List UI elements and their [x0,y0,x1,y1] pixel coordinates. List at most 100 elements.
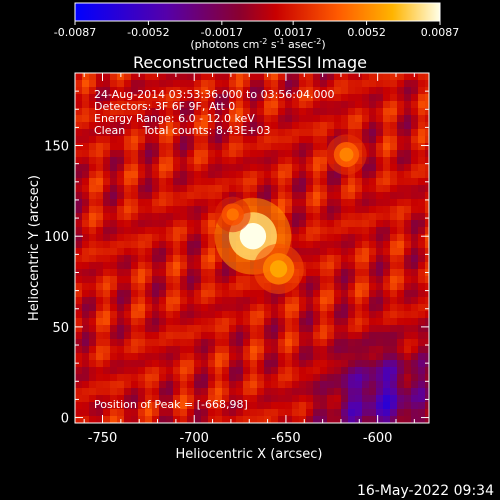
heatmap-cell [418,269,425,276]
heatmap-cell [187,276,194,283]
heatmap-cell [159,185,166,192]
heatmap-cell [278,339,285,346]
heatmap-cell [264,388,271,395]
heatmap-cell [96,402,103,409]
heatmap-cell [96,325,103,332]
heatmap-cell [152,325,159,332]
heatmap-cell [187,213,194,220]
heatmap-cell [243,297,250,304]
heatmap-cell [383,255,390,262]
heatmap-cell [376,269,383,276]
heatmap-cell [327,297,334,304]
heatmap-cell [313,304,320,311]
heatmap-cell [131,339,138,346]
heatmap-cell [348,290,355,297]
heatmap-cell [334,87,341,94]
heatmap-cell [236,80,243,87]
heatmap-cell [278,192,285,199]
heatmap-cell [418,374,425,381]
heatmap-cell [82,220,89,227]
heatmap-cell [124,234,131,241]
heatmap-cell [138,297,145,304]
heatmap-cell [306,157,313,164]
heatmap-cell [82,143,89,150]
heatmap-cell [145,199,152,206]
heatmap-cell [348,269,355,276]
heatmap-cell [75,80,82,87]
heatmap-cell [75,94,82,101]
heatmap-cell [187,318,194,325]
heatmap-cell [208,304,215,311]
heatmap-cell [299,381,306,388]
heatmap-cell [404,115,411,122]
heatmap-cell [306,325,313,332]
heatmap-cell [383,150,390,157]
heatmap-cell [306,164,313,171]
heatmap-cell [194,339,201,346]
heatmap-cell [348,311,355,318]
heatmap-cell [425,87,429,94]
heatmap-cell [82,353,89,360]
heatmap-cell [313,325,320,332]
heatmap-cell [425,206,429,213]
heatmap-cell [117,381,124,388]
heatmap-cell [306,171,313,178]
heatmap-cell [285,94,292,101]
heatmap-cell [334,220,341,227]
heatmap-cell [292,185,299,192]
heatmap-cell [159,304,166,311]
heatmap-cell [96,255,103,262]
heatmap-cell [285,402,292,409]
heatmap-cell [327,101,334,108]
heatmap-cell [117,269,124,276]
heatmap-cell [355,353,362,360]
heatmap-cell [222,122,229,129]
heatmap-cell [383,199,390,206]
heatmap-cell [418,150,425,157]
heatmap-cell [229,87,236,94]
heatmap-cell [117,122,124,129]
heatmap-cell [313,416,320,423]
heatmap-cell [341,234,348,241]
heatmap-cell [110,73,117,80]
heatmap-cell [117,220,124,227]
heatmap-cell [257,136,264,143]
heatmap-cell [152,276,159,283]
heatmap-cell [376,136,383,143]
heatmap-cell [96,346,103,353]
heatmap-cell [292,94,299,101]
heatmap-cell [180,276,187,283]
heatmap-cell [257,395,264,402]
heatmap-cell [397,73,404,80]
heatmap-cell [236,339,243,346]
heatmap-cell [236,409,243,416]
heatmap-cell [187,80,194,87]
heatmap-cell [285,388,292,395]
heatmap-cell [103,346,110,353]
heatmap-cell [89,115,96,122]
heatmap-cell [152,381,159,388]
heatmap-cell [110,122,117,129]
heatmap-cell [180,283,187,290]
heatmap-cell [376,360,383,367]
heatmap-cell [103,339,110,346]
heatmap-cell [341,388,348,395]
heatmap-cell [82,171,89,178]
heatmap-cell [411,290,418,297]
heatmap-cell [306,213,313,220]
heatmap-cell [215,255,222,262]
heatmap-cell [369,388,376,395]
heatmap-cell [75,311,82,318]
heatmap-cell [173,332,180,339]
heatmap-cell [376,388,383,395]
heatmap-cell [201,409,208,416]
heatmap-cell [320,227,327,234]
heatmap-cell [362,339,369,346]
heatmap-cell [229,276,236,283]
heatmap-cell [117,87,124,94]
heatmap-cell [278,388,285,395]
heatmap-cell [264,325,271,332]
heatmap-cell [334,325,341,332]
heatmap-cell [327,276,334,283]
heatmap-cell [369,199,376,206]
